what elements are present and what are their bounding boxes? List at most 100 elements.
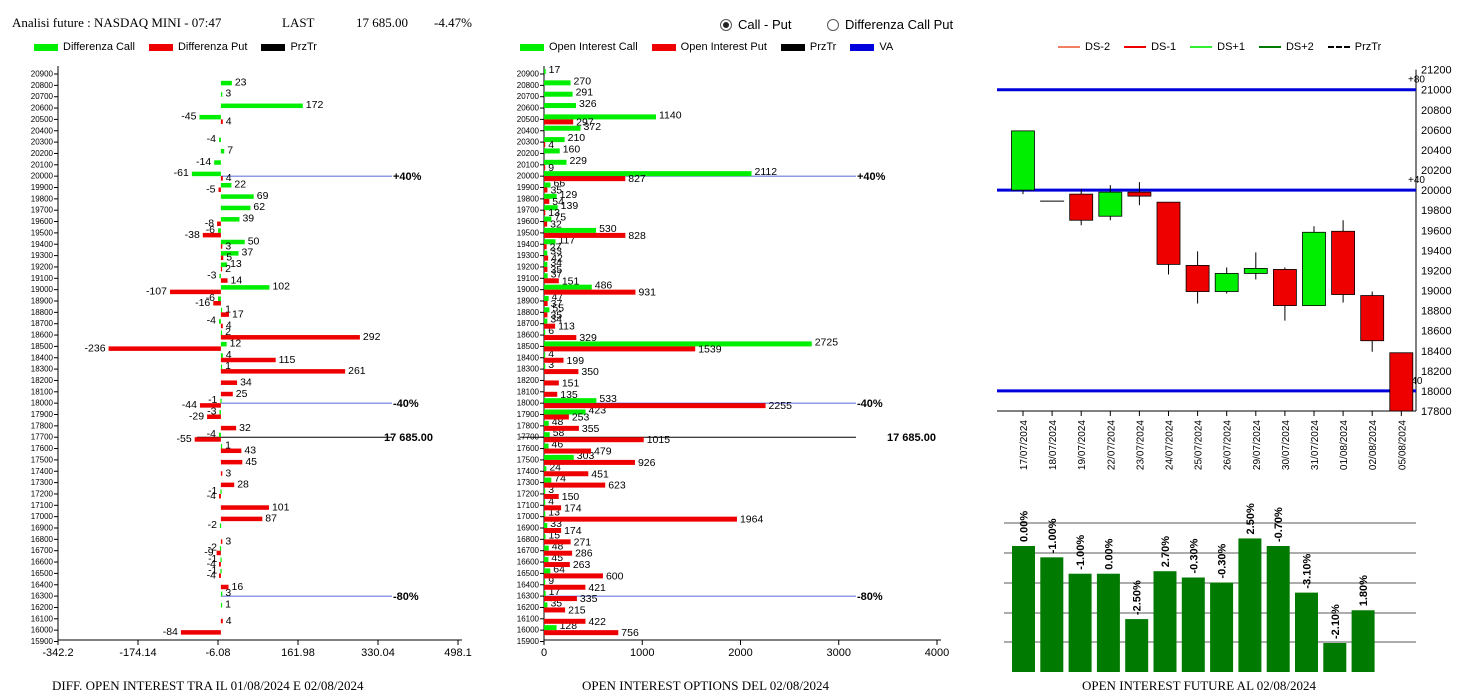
call-oi-label: 6 [548, 325, 554, 337]
put-oi-label: 37 [551, 298, 563, 310]
put-oi-bar [544, 528, 562, 533]
y-tick-label: 16500 [517, 569, 540, 578]
call-diff-bar [220, 444, 223, 449]
candle-body [1302, 231, 1326, 306]
x-tick-label: 498.1 [444, 647, 472, 659]
x-tick-label: 3000 [827, 647, 851, 659]
call-oi-bar [544, 477, 552, 483]
put-diff-label: -38 [185, 229, 200, 241]
y-tick-label: 17600 [517, 444, 540, 453]
put-oi-label: 151 [562, 377, 580, 389]
call-oi-label: 64 [553, 563, 565, 575]
call-oi-bar [544, 330, 546, 336]
y-tick-label: 19000 [1421, 286, 1452, 298]
radio-call-put[interactable]: Call - Put [720, 17, 791, 32]
x-tick-label: 17/07/2024 [1019, 420, 1030, 470]
y-tick-label: 19900 [517, 183, 540, 192]
y-tick-label: 19000 [31, 285, 54, 294]
call-oi-label: 17 [549, 586, 561, 598]
candle-body [1214, 273, 1239, 292]
put-oi-label: 1539 [698, 343, 722, 355]
x-tick-label: 24/07/2024 [1165, 420, 1176, 470]
put-oi-bar [544, 266, 548, 272]
y-tick-label: 20600 [1421, 125, 1452, 137]
y-tick-label: 18800 [1421, 306, 1452, 318]
call-oi-bar [544, 318, 548, 324]
put-diff-bar [220, 312, 229, 317]
put-diff-label: 25 [236, 388, 248, 400]
call-oi-label: 55 [552, 302, 564, 314]
call-oi-bar [544, 488, 546, 494]
app-title: Analisi future : NASDAQ MINI - 07:47 [12, 15, 222, 30]
call-oi-bar [544, 91, 573, 97]
call-oi-bar [544, 591, 546, 597]
y-tick-label: 17900 [31, 410, 54, 419]
put-diff-label: 4 [226, 115, 232, 127]
call-oi-label: 35 [550, 597, 562, 609]
put-oi-label: 35 [550, 264, 562, 276]
call-diff-label: 50 [248, 235, 260, 247]
legend-label: Differenza Put [177, 41, 248, 53]
put-diff-label: -5 [206, 184, 215, 196]
call-oi-bar [544, 466, 547, 472]
oi-future-label: 1.80% [1358, 575, 1370, 606]
radio-empty-icon[interactable] [827, 18, 839, 31]
call-diff-bar [220, 205, 251, 211]
call-diff-label: 7 [227, 144, 233, 156]
put-oi-bar [544, 459, 635, 465]
call-diff-label: -3 [207, 406, 216, 418]
put-oi-label: 926 [638, 457, 656, 469]
call-oi-bar [544, 534, 546, 540]
put-oi-bar [544, 323, 556, 329]
y-tick-label: 21200 [1421, 65, 1452, 77]
y-tick-label: 18700 [517, 319, 540, 328]
call-oi-label: 13 [548, 507, 560, 519]
put-diff-bar [220, 176, 223, 181]
x-tick-label: 29/07/2024 [1252, 420, 1263, 470]
x-tick-label: 23/07/2024 [1135, 420, 1146, 470]
put-oi-bar [544, 369, 579, 375]
y-tick-label: 19200 [1421, 265, 1452, 277]
oi-future-bar [1040, 557, 1064, 672]
y-tick-label: 18100 [517, 387, 540, 396]
x-tick-label: 0 [541, 647, 547, 659]
call-oi-bar [544, 137, 565, 143]
y-tick-label: 20400 [517, 126, 540, 135]
oi-future-bar [1266, 546, 1290, 672]
radio-selected-icon[interactable] [720, 18, 732, 31]
put-diff-bar [180, 630, 221, 635]
put-oi-label: 9 [548, 162, 554, 174]
y-tick-label: 16200 [517, 603, 540, 612]
y-tick-label: 16000 [31, 626, 54, 635]
y-tick-label: 20400 [1421, 145, 1452, 157]
put-oi-bar [544, 437, 644, 443]
legend-label: DS-2 [1085, 41, 1111, 53]
call-diff-bar [220, 307, 223, 313]
call-diff-label: -4 [207, 315, 216, 327]
put-oi-bar [544, 187, 548, 193]
put-oi-label: 174 [564, 525, 582, 537]
put-oi-bar [544, 573, 603, 579]
put-oi-label: 135 [560, 389, 578, 401]
call-oi-bar [544, 511, 546, 517]
call-diff-label: 172 [306, 99, 324, 111]
legend-item: Differenza Call [34, 41, 135, 53]
y-tick-label: 19900 [31, 183, 54, 192]
put-diff-label: 16 [232, 581, 244, 593]
call-diff-bar [220, 285, 270, 290]
call-oi-bar [544, 205, 558, 211]
y-tick-label: 21000 [1421, 85, 1452, 97]
call-oi-label: 533 [599, 393, 617, 405]
y-tick-label: 20800 [1421, 105, 1452, 117]
call-oi-bar [544, 545, 549, 551]
put-diff-label: 3 [225, 240, 231, 252]
y-tick-label: 19400 [31, 240, 54, 249]
y-tick-label: 20600 [517, 104, 540, 113]
y-tick-label: 18900 [517, 297, 540, 306]
radio-differenza[interactable]: Differenza Call Put [827, 17, 953, 32]
legend-label: Open Interest Put [680, 41, 767, 53]
call-oi-bar [544, 103, 577, 109]
x-tick-label: 1000 [630, 647, 654, 659]
candle-body [1127, 191, 1152, 197]
y-tick-label: 17100 [31, 501, 54, 510]
